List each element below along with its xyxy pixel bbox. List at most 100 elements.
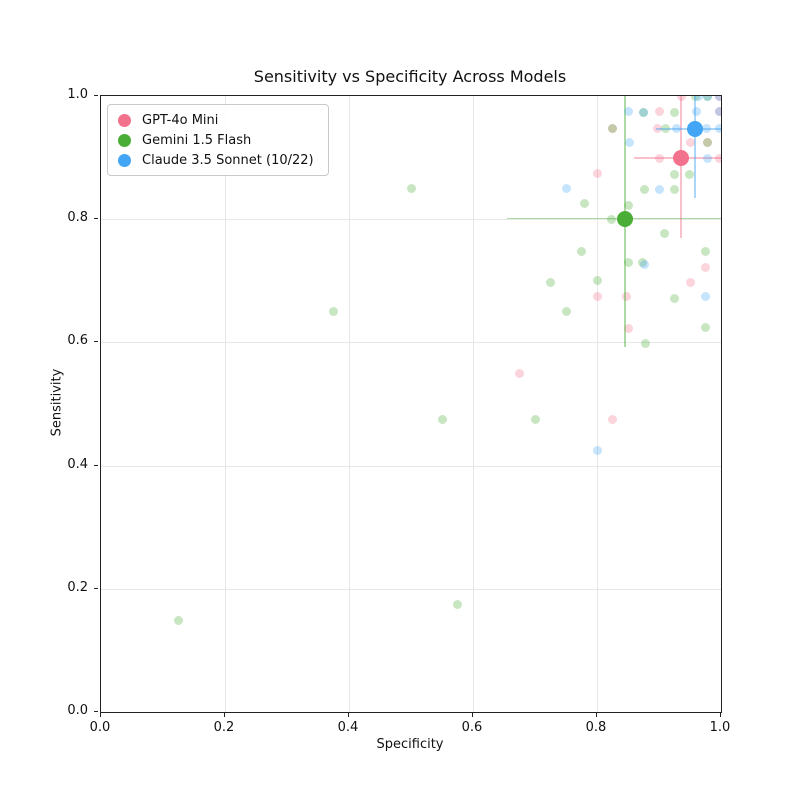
y-tick-mark [94,711,98,712]
legend-item-label: Claude 3.5 Sonnet (10/22) [142,152,314,168]
x-tick-mark [224,713,225,717]
y-tick-label: 0.0 [67,703,88,718]
scatter-point [693,96,703,101]
mean-marker-gpt-4o-mini [672,150,689,167]
scatter-point [670,107,679,117]
x-tick-label: 1.0 [709,720,731,735]
y-tick-label: 0.6 [67,333,88,349]
scatter-point [437,414,447,424]
scatter-point [624,137,634,147]
scatter-point [715,154,721,164]
scatter-point [640,339,650,349]
scatter-point [702,96,712,101]
scatter-point [530,414,540,424]
x-axis-label: Specificity [376,737,444,752]
scatter-point [702,96,712,101]
scatter-point [685,277,695,287]
scatter-point [639,107,648,117]
scatter-point [702,137,712,147]
legend-item: Claude 3.5 Sonnet (10/22) [118,152,314,168]
scatter-point [685,137,695,147]
scatter-point [406,183,416,193]
y-tick-mark [94,95,98,96]
x-tick-label: 0.6 [461,720,483,735]
y-tick-mark [94,341,98,343]
error-bar-vertical-claude-3-5-sonnet-10-22 [694,96,696,198]
scatter-point [670,184,679,194]
legend-item-label: GPT-4o Mini [142,112,219,128]
y-tick-mark [94,218,98,220]
x-tick-mark [720,713,721,717]
y-tick-label: 1.0 [67,87,88,102]
legend: GPT-4o Mini Gemini 1.5 Flash Claude 3.5 So… [107,104,329,176]
x-tick-label: 0.4 [337,720,359,735]
scatter-point [661,124,671,134]
scatter-point [691,106,701,116]
scatter-point [623,106,633,116]
y-tick-mark [94,464,98,466]
scatter-point [546,277,555,287]
scatter-point [561,307,571,317]
legend-item: Gemini 1.5 Flash [118,132,314,148]
scatter-point [654,106,664,116]
gridline-vertical [597,96,598,712]
chart-title: Sensitivity vs Specificity Across Models [253,67,567,86]
scatter-point [639,184,649,194]
scatter-point [701,291,710,301]
legend-marker-icon [118,153,131,167]
legend-item: GPT-4o Mini [118,112,314,128]
scatter-point [677,96,687,101]
scatter-point [653,123,663,133]
scatter-point [623,258,633,268]
x-tick-label: 0.2 [213,720,235,735]
scatter-point [660,229,670,239]
scatter-point [592,291,602,301]
scatter-point [608,123,617,133]
scatter-point [329,307,338,317]
scatter-point [608,123,617,133]
scatter-point [592,276,602,286]
scatter-point [670,293,679,303]
scatter-point [638,258,648,268]
x-tick-mark [348,713,349,717]
scatter-point [174,616,183,626]
scatter-point [701,322,710,332]
scatter-point [577,246,586,256]
legend-marker-icon [118,113,131,127]
x-tick-mark [100,713,101,717]
scatter-point [714,106,721,116]
scatter-point [592,168,602,178]
scatter-point [715,96,721,101]
plot-area [100,95,722,713]
scatter-point [702,154,712,164]
scatter-point [623,323,633,333]
scatter-point [453,599,462,609]
legend-marker-icon [118,133,131,147]
scatter-point [639,107,648,117]
mean-marker-gemini-1-5-flash [616,210,633,227]
scatter-point [702,137,712,147]
scatter-point [639,259,649,269]
scatter-point [684,170,694,180]
y-tick-label: 0.4 [67,456,88,472]
scatter-point [691,96,701,101]
scatter-point [580,199,590,209]
gridline-horizontal [101,465,721,467]
gridline-horizontal [101,588,721,590]
error-bar-horizontal-gemini-1-5-flash [507,217,721,220]
scatter-point [701,246,710,256]
scatter-point [608,414,617,424]
x-tick-mark [596,713,597,717]
scatter-point [715,96,721,101]
scatter-point [701,262,710,272]
scatter-point [670,170,679,180]
mean-marker-claude-3-5-sonnet-10-22 [686,121,703,138]
scatter-point [561,183,571,193]
scatter-point [654,154,664,164]
gridline-vertical [225,96,226,712]
y-tick-label: 0.8 [67,210,88,226]
scatter-point [622,291,632,301]
scatter-point [606,214,616,224]
gridline-horizontal [101,219,721,221]
